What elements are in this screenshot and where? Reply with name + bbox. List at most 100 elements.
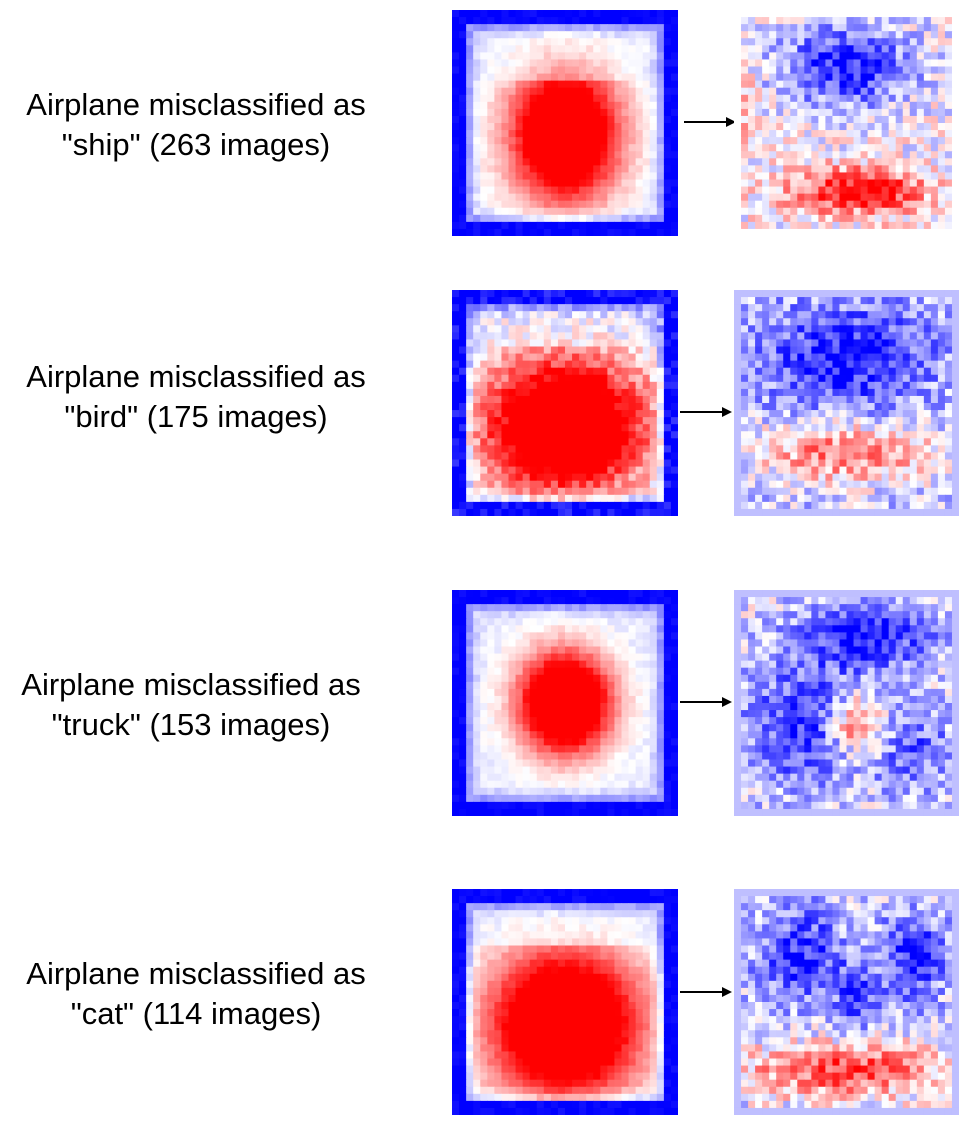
heatmap-cell	[600, 395, 608, 404]
heatmap-cell	[579, 703, 587, 711]
heatmap-cell	[459, 667, 467, 676]
heatmap-cell	[909, 73, 918, 82]
heatmap-cell	[593, 611, 601, 619]
heatmap-cell	[635, 66, 644, 75]
heatmap-cell	[452, 438, 460, 446]
heatmap-cell	[607, 695, 616, 704]
heatmap-cell	[832, 130, 841, 138]
heatmap-cell	[670, 59, 678, 68]
heatmap-cell	[748, 332, 756, 341]
heatmap-cell	[811, 207, 819, 216]
heatmap-cell	[832, 360, 841, 369]
heatmap-cell	[452, 304, 460, 312]
heatmap-cell	[501, 459, 510, 468]
heatmap-cell	[656, 186, 665, 195]
heatmap-cell	[944, 200, 953, 209]
heatmap-cell	[776, 193, 784, 202]
heatmap-cell	[888, 59, 897, 68]
heatmap-cell	[909, 45, 918, 53]
heatmap-cell	[522, 115, 531, 124]
heatmap-cell	[663, 214, 672, 223]
heatmap-cell	[529, 311, 538, 319]
heatmap-cell	[916, 130, 925, 138]
heatmap-cell	[628, 165, 637, 174]
heatmap-cell	[734, 346, 742, 355]
heatmap-cell	[663, 710, 672, 718]
heatmap-cell	[888, 297, 897, 305]
heatmap-cell	[755, 87, 763, 96]
heatmap-cell	[628, 452, 637, 461]
heatmap-cell	[881, 73, 890, 82]
heatmap-cell	[522, 604, 531, 612]
heatmap-cell	[621, 304, 630, 312]
heatmap-cell	[755, 367, 763, 376]
heatmap-cell	[734, 438, 742, 446]
heatmap-cell	[642, 494, 651, 503]
heatmap-cell	[635, 773, 644, 782]
heatmap-cell	[734, 311, 742, 319]
heatmap-cell	[494, 193, 503, 202]
heatmap-cell	[572, 674, 580, 683]
heatmap-cell	[874, 417, 883, 425]
heatmap-cell	[670, 410, 678, 418]
heatmap-cell	[508, 445, 517, 454]
heatmap-cell	[473, 597, 481, 605]
heatmap-cell	[741, 431, 749, 439]
heatmap-cell	[536, 290, 545, 298]
heatmap-cell	[804, 374, 812, 383]
heatmap-cell	[916, 417, 925, 425]
heatmap-cell	[579, 66, 587, 75]
heatmap-cell	[459, 193, 467, 202]
heatmap-cell	[670, 459, 678, 468]
heatmap-cell	[515, 625, 524, 633]
heatmap-cell	[628, 611, 637, 619]
heatmap-cell	[572, 179, 580, 188]
heatmap-cell	[614, 10, 623, 18]
heatmap-cell	[579, 318, 587, 326]
heatmap-cell	[895, 10, 904, 18]
heatmap-cell	[565, 590, 573, 598]
heatmap-cell	[635, 52, 644, 61]
heatmap-cell	[607, 311, 616, 319]
heatmap-cell	[916, 459, 925, 468]
heatmap-cell	[797, 158, 805, 166]
heatmap-cell	[874, 115, 883, 124]
heatmap-cell	[909, 59, 918, 68]
heatmap-cell	[642, 31, 651, 39]
heatmap-cell	[804, 228, 812, 236]
heatmap-cell	[797, 424, 805, 432]
heatmap-cell	[593, 632, 601, 641]
input-heatmap	[452, 290, 678, 516]
heatmap-cell	[600, 311, 608, 319]
heatmap-cell	[734, 304, 742, 312]
heatmap-cell	[818, 339, 827, 348]
heatmap-cell	[670, 45, 678, 53]
heatmap-cell	[480, 717, 488, 725]
heatmap-cell	[846, 73, 855, 82]
heatmap-cell	[579, 494, 587, 503]
heatmap-cell	[642, 681, 651, 690]
heatmap-cell	[459, 24, 467, 32]
heatmap-cell	[494, 108, 503, 117]
heatmap-cell	[494, 381, 503, 390]
heatmap-cell	[452, 193, 460, 202]
heatmap-cell	[487, 186, 495, 195]
heatmap-cell	[522, 632, 531, 641]
heatmap-cell	[874, 73, 883, 82]
heatmap-cell	[867, 466, 876, 475]
heatmap-cell	[663, 325, 672, 333]
heatmap-cell	[656, 200, 665, 209]
heatmap-cell	[466, 17, 474, 25]
heatmap-cell	[909, 466, 918, 475]
heatmap-cell	[628, 172, 637, 181]
heatmap-cell	[902, 480, 911, 489]
heatmap-cell	[529, 501, 538, 510]
heatmap-cell	[550, 45, 559, 53]
heatmap-cell	[734, 31, 742, 39]
heatmap-cell	[825, 452, 834, 461]
heatmap-cell	[888, 221, 897, 230]
heatmap-cell	[867, 417, 876, 425]
heatmap-cell	[818, 165, 827, 174]
heatmap-cell	[881, 10, 890, 18]
heatmap-cell	[586, 87, 594, 96]
